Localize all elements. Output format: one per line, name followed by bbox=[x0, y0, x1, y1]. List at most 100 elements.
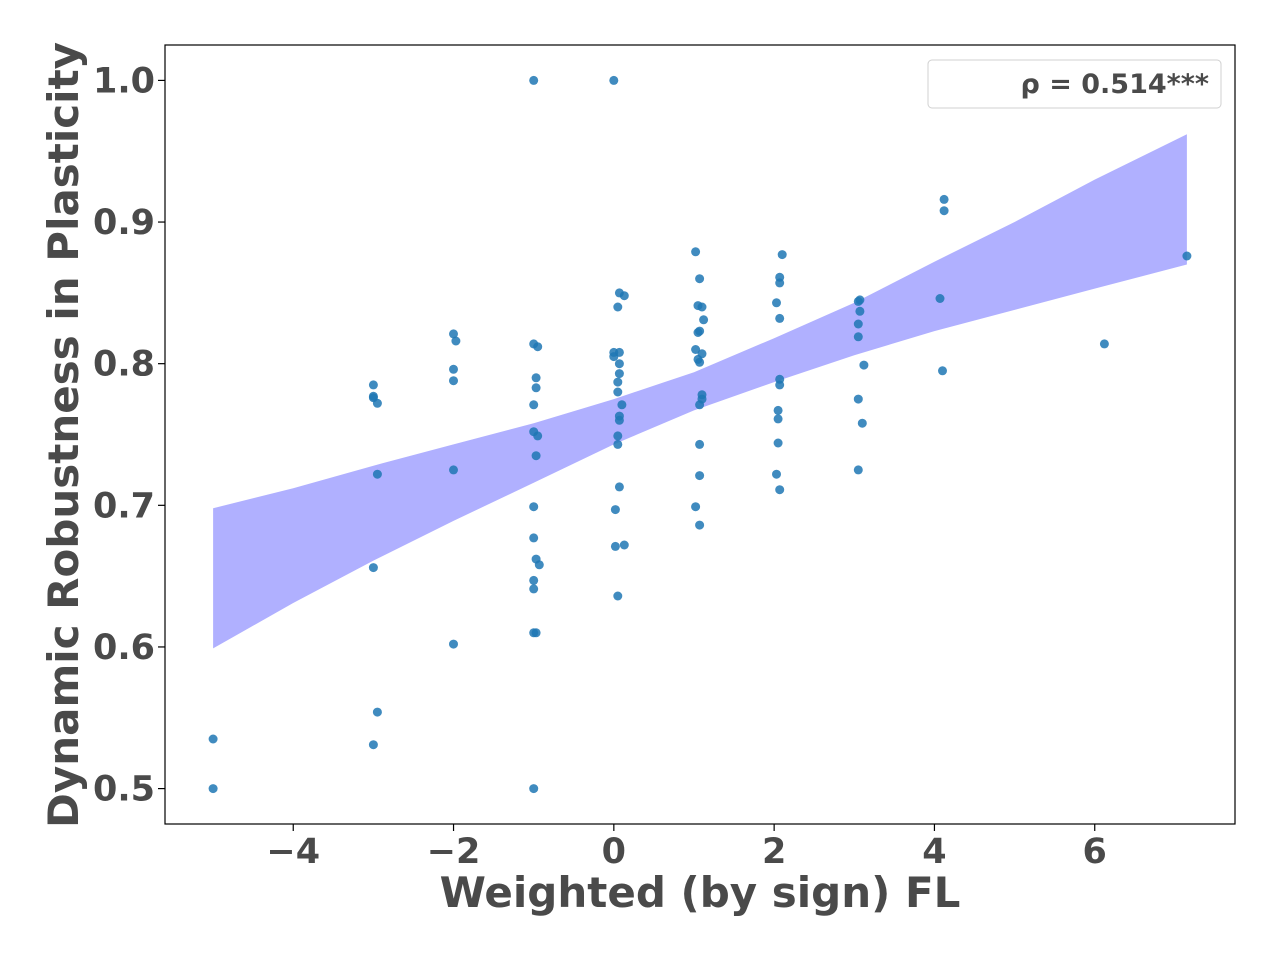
data-point-98 bbox=[1099, 339, 1109, 349]
data-point-79 bbox=[775, 380, 785, 390]
data-point-32 bbox=[531, 628, 541, 638]
data-point-92 bbox=[857, 418, 867, 428]
data-point-30 bbox=[529, 584, 539, 594]
data-point-11 bbox=[451, 336, 461, 346]
data-point-6 bbox=[372, 469, 382, 479]
data-point-80 bbox=[773, 405, 783, 415]
data-point-25 bbox=[529, 502, 539, 512]
data-point-41 bbox=[614, 359, 624, 369]
data-point-16 bbox=[529, 75, 539, 85]
y-tick-label-2: 0.7 bbox=[93, 486, 155, 526]
data-point-20 bbox=[531, 383, 541, 393]
data-point-5 bbox=[372, 398, 382, 408]
data-point-47 bbox=[614, 415, 624, 425]
x-tick-label-3: 2 bbox=[762, 832, 786, 872]
data-point-28 bbox=[534, 560, 544, 570]
data-point-21 bbox=[529, 400, 539, 410]
data-point-43 bbox=[613, 377, 623, 387]
data-point-61 bbox=[693, 328, 703, 337]
data-point-44 bbox=[613, 387, 623, 397]
data-point-55 bbox=[691, 247, 701, 257]
data-point-86 bbox=[853, 296, 863, 306]
x-tick-label-4: 4 bbox=[922, 832, 946, 872]
data-point-83 bbox=[772, 469, 781, 479]
data-point-96 bbox=[935, 294, 945, 303]
data-point-34 bbox=[609, 75, 619, 85]
data-point-70 bbox=[695, 471, 705, 481]
data-point-97 bbox=[938, 366, 947, 376]
x-axis-label: Weighted (by sign) FL bbox=[440, 868, 961, 917]
data-point-7 bbox=[368, 563, 378, 573]
plot-frame bbox=[164, 44, 1236, 825]
data-point-99 bbox=[1182, 251, 1192, 261]
data-point-14 bbox=[449, 465, 458, 475]
data-point-29 bbox=[529, 575, 539, 585]
data-point-33 bbox=[529, 784, 539, 794]
data-point-87 bbox=[855, 306, 865, 316]
data-point-75 bbox=[775, 278, 785, 288]
data-point-50 bbox=[614, 482, 624, 492]
x-tick-label-1: −2 bbox=[427, 832, 481, 872]
x-axis-ticks: −4 −2 0 2 4 6 bbox=[266, 824, 1107, 872]
y-axis-label: Dynamic Robustness in Plasticity bbox=[39, 42, 88, 828]
legend-box bbox=[927, 59, 1222, 109]
data-point-62 bbox=[691, 345, 701, 354]
x-tick-label-2: 0 bbox=[602, 832, 626, 872]
data-point-51 bbox=[610, 505, 620, 515]
data-point-94 bbox=[939, 194, 949, 204]
data-point-93 bbox=[853, 465, 863, 475]
data-point-76 bbox=[772, 298, 781, 308]
data-point-10 bbox=[449, 329, 458, 339]
data-point-18 bbox=[533, 342, 543, 352]
data-point-68 bbox=[695, 400, 705, 410]
data-point-73 bbox=[777, 250, 787, 260]
data-point-12 bbox=[449, 364, 458, 374]
data-point-19 bbox=[531, 373, 541, 383]
data-point-15 bbox=[449, 639, 458, 649]
data-point-23 bbox=[533, 431, 543, 441]
data-point-58 bbox=[697, 302, 707, 312]
data-point-0 bbox=[208, 734, 218, 744]
y-tick-label-1: 0.6 bbox=[93, 628, 155, 668]
data-point-81 bbox=[773, 414, 783, 424]
data-point-95 bbox=[939, 206, 949, 216]
legend-label: ρ = 0.514*** bbox=[1020, 69, 1209, 100]
data-point-53 bbox=[610, 541, 620, 551]
x-tick-label-0: −4 bbox=[266, 832, 320, 872]
y-axis-ticks: 0.5 0.6 0.7 0.8 0.9 1.0 bbox=[93, 61, 165, 810]
data-point-88 bbox=[853, 319, 863, 329]
data-point-84 bbox=[775, 485, 785, 495]
data-point-54 bbox=[613, 591, 623, 601]
data-point-1 bbox=[208, 784, 218, 794]
data-point-91 bbox=[853, 394, 863, 404]
data-point-45 bbox=[617, 400, 627, 410]
data-point-37 bbox=[613, 302, 623, 312]
data-point-26 bbox=[529, 533, 539, 543]
data-point-71 bbox=[691, 502, 701, 512]
data-point-65 bbox=[695, 357, 705, 367]
y-tick-label-3: 0.8 bbox=[93, 345, 155, 385]
data-point-52 bbox=[619, 540, 629, 550]
data-points-layer bbox=[208, 75, 1192, 794]
data-point-77 bbox=[775, 313, 785, 323]
data-point-69 bbox=[695, 439, 705, 449]
data-point-40 bbox=[609, 352, 619, 362]
data-point-59 bbox=[699, 315, 709, 325]
data-point-42 bbox=[614, 369, 624, 379]
data-point-13 bbox=[449, 376, 458, 386]
y-tick-label-5: 1.0 bbox=[93, 61, 155, 101]
data-point-8 bbox=[372, 707, 382, 717]
data-point-72 bbox=[695, 520, 705, 530]
data-point-89 bbox=[853, 332, 863, 342]
data-point-9 bbox=[368, 740, 378, 750]
y-tick-label-0: 0.5 bbox=[93, 770, 155, 810]
data-point-49 bbox=[613, 439, 623, 449]
data-point-56 bbox=[695, 274, 705, 284]
legend: ρ = 0.514*** bbox=[927, 59, 1222, 109]
data-point-2 bbox=[368, 380, 378, 390]
data-point-24 bbox=[531, 451, 541, 461]
data-point-48 bbox=[613, 431, 623, 441]
y-tick-label-4: 0.9 bbox=[93, 203, 155, 243]
